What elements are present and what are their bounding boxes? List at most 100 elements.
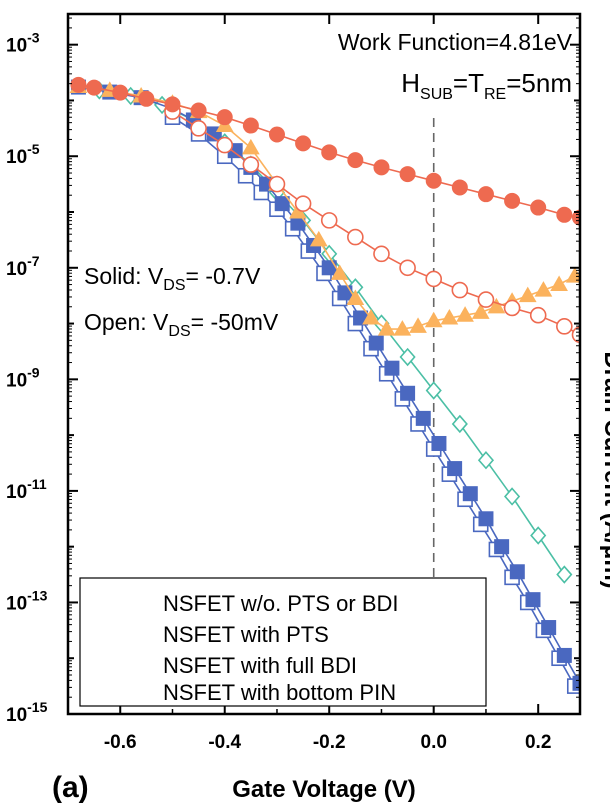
- series-0-point-19: [556, 206, 573, 223]
- series-5-point-17: [556, 565, 573, 584]
- series-2: [69, 77, 580, 336]
- y-tick-labels: 10-3 10-5 10-7 10-9 10-11 10-13 10-15: [6, 30, 48, 726]
- series-3-point-25: [525, 592, 541, 608]
- series-0-point-0: [70, 76, 87, 93]
- series-1-point-6: [320, 212, 338, 229]
- series-3-point-16: [384, 360, 400, 376]
- series-1-point-14: [529, 306, 547, 324]
- series-2-point-15: [409, 317, 427, 333]
- series-5-point-13: [451, 414, 468, 434]
- y-tick-label-3: 10-9: [6, 364, 40, 391]
- series-2-point-6: [241, 138, 260, 155]
- series-0-point-13: [399, 166, 416, 183]
- x-tick-label-2: -0.2: [313, 732, 346, 753]
- series-2-point-12: [362, 308, 380, 325]
- panel-label: (a): [52, 771, 89, 804]
- series-2-point-14: [393, 320, 412, 336]
- series-0-point-15: [451, 179, 468, 196]
- dimension-annotation: HSUB=TRE=5nm: [401, 68, 572, 103]
- series-0-point-5: [190, 102, 207, 119]
- series-3-point-17: [400, 385, 416, 401]
- y-tick-label-4: 10-11: [6, 476, 47, 503]
- series-2-point-13: [377, 320, 396, 336]
- series-0-point-16: [477, 186, 494, 203]
- series-0-point-17: [504, 192, 521, 209]
- series-3-point-28: [572, 675, 580, 691]
- series-1-point-13: [503, 299, 521, 317]
- series-2-point-22: [518, 286, 537, 303]
- series-3-point-27: [556, 647, 572, 663]
- series-2-point-17: [440, 308, 459, 325]
- series-3-point-12: [321, 260, 337, 276]
- y-tick-label-6: 10-15: [6, 699, 48, 726]
- y-tick-label-5: 10-13: [6, 587, 48, 614]
- series-1-point-10: [425, 270, 443, 288]
- series-2-point-16: [424, 311, 443, 328]
- series-0-point-18: [530, 199, 547, 216]
- series-1-point-11: [451, 281, 469, 299]
- series-0-point-14: [425, 172, 442, 189]
- series-1-point-4: [268, 175, 286, 193]
- series-3-point-20: [447, 461, 463, 477]
- series-2-point-18: [456, 306, 474, 322]
- legend-entry-4: NSFET with bottom PIN: [163, 680, 396, 705]
- x-tick-label-0: -0.6: [104, 732, 137, 753]
- series-0-point-2: [112, 84, 129, 101]
- legend-entry-1: NSFET w/o. PTS or BDI: [163, 591, 399, 616]
- series-2-point-9: [309, 230, 328, 247]
- solid-vds-annotation: Solid: VDS= -0.7V: [84, 263, 261, 294]
- series-5-point-11: [399, 347, 416, 367]
- series-2-point-11: [346, 289, 365, 305]
- series-1-point-12: [477, 291, 495, 308]
- work-function-annotation: Work Function=4.81eV: [338, 29, 573, 55]
- series-5-point-12: [425, 381, 442, 400]
- series-0-point-12: [373, 159, 390, 176]
- y-tick-label-0: 10-3: [6, 30, 40, 57]
- series-2-point-24: [550, 275, 568, 292]
- series-1-point-5: [294, 195, 312, 212]
- x-axis-title: Gate Voltage (V): [232, 776, 416, 803]
- x-tick-label-3: 0.0: [421, 732, 447, 753]
- y-tick-label-1: 10-5: [6, 141, 40, 168]
- series-3-point-21: [462, 486, 478, 502]
- legend: NSFET w/o. PTS or BDI NSFET with PTS NSF…: [79, 577, 487, 707]
- series-3-point-19: [431, 435, 447, 451]
- series-3-point-26: [541, 620, 557, 636]
- series-5-point-15: [504, 487, 521, 506]
- series-5-point-14: [477, 451, 495, 470]
- open-vds-annotation: Open: VDS= -50mV: [84, 309, 279, 340]
- series-1-point-2: [216, 136, 234, 154]
- series-3-point-24: [509, 564, 525, 580]
- series-1-point-7: [347, 228, 364, 246]
- series-line-2: [78, 85, 576, 330]
- x-tick-label-1: -0.4: [208, 732, 241, 753]
- series-3-point-18: [415, 410, 431, 426]
- series-1-point-3: [242, 156, 260, 173]
- series-0-point-7: [242, 117, 259, 134]
- series-2-point-10: [330, 264, 349, 280]
- series-0: [70, 76, 580, 226]
- series-0-point-9: [295, 135, 312, 152]
- series-0-point-10: [321, 144, 338, 161]
- series-3-point-15: [368, 335, 384, 351]
- legend-box: [79, 577, 487, 707]
- series-2-point-20: [487, 297, 506, 314]
- series-3-point-9: [274, 196, 290, 212]
- series-1: [164, 103, 580, 344]
- series-0-point-3: [138, 90, 155, 107]
- y-tick-label-2: 10-7: [6, 253, 40, 280]
- series-3-point-23: [494, 539, 510, 555]
- x-tick-label-4: 0.2: [525, 732, 551, 753]
- series-layer: [69, 76, 580, 694]
- series-1-point-8: [373, 245, 390, 263]
- series-2-point-19: [471, 303, 490, 319]
- series-2-point-23: [534, 281, 553, 297]
- series-1-point-1: [190, 120, 207, 137]
- series-1-point-9: [399, 259, 416, 277]
- series-0-point-11: [347, 152, 364, 169]
- plot-frame: [66, 12, 582, 716]
- y-axis-title: Drain Current (A/μm): [599, 351, 610, 588]
- series-0-point-1: [86, 79, 103, 96]
- series-1-point-16: [571, 326, 580, 344]
